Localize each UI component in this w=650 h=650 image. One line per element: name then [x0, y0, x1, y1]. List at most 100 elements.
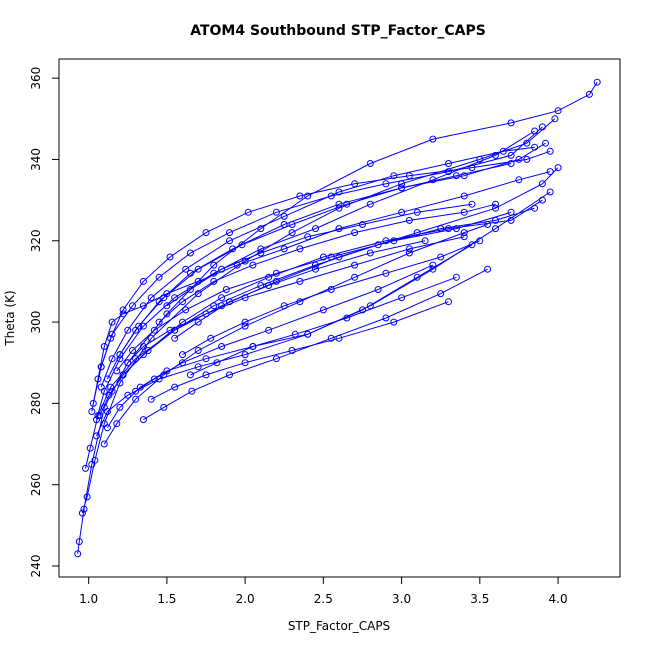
series-line — [158, 203, 496, 323]
data-point — [188, 387, 196, 395]
x-tick-label: 1.0 — [79, 592, 98, 606]
data-point — [492, 151, 499, 159]
data-point — [171, 334, 179, 342]
data-point — [390, 237, 398, 245]
data-point — [507, 119, 515, 127]
data-point — [97, 383, 105, 391]
data-point — [139, 351, 147, 359]
data-point — [155, 298, 163, 306]
data-point — [390, 318, 398, 326]
data-point — [166, 326, 174, 334]
data-point — [272, 269, 280, 277]
series-line — [96, 130, 535, 420]
data-point — [226, 237, 233, 245]
data-point — [103, 424, 111, 432]
data-point — [194, 363, 202, 371]
data-point — [531, 127, 539, 135]
data-point — [96, 412, 104, 420]
data-point — [296, 277, 304, 285]
series-20 — [163, 200, 476, 310]
y-tick-label: 320 — [29, 229, 43, 252]
data-point — [186, 249, 194, 257]
data-point — [484, 265, 492, 273]
data-point — [129, 302, 136, 310]
data-point — [186, 371, 194, 379]
data-point — [238, 241, 246, 249]
data-point — [241, 318, 249, 326]
data-point — [207, 334, 215, 342]
data-point — [531, 204, 539, 212]
data-point — [343, 200, 351, 208]
data-point — [129, 347, 136, 354]
data-point — [160, 294, 168, 302]
data-point — [182, 265, 190, 273]
data-point — [233, 261, 241, 269]
data-point — [405, 216, 413, 224]
data-point — [226, 298, 233, 306]
data-point — [139, 322, 147, 330]
data-point — [476, 237, 484, 245]
data-point — [515, 155, 523, 163]
data-point — [182, 306, 190, 314]
data-point — [179, 351, 186, 359]
data-point — [288, 229, 296, 237]
series-line — [143, 268, 488, 421]
x-tick-label: 3.0 — [392, 592, 411, 606]
data-point — [119, 306, 127, 314]
data-point — [179, 359, 186, 367]
data-point — [366, 160, 374, 167]
data-point — [226, 229, 233, 237]
data-point — [108, 355, 116, 363]
data-point — [452, 225, 460, 233]
data-point — [351, 261, 359, 269]
data-point — [74, 550, 82, 558]
series-line — [111, 207, 535, 392]
series-23 — [186, 273, 460, 379]
data-point — [272, 208, 280, 216]
data-point — [398, 184, 406, 192]
data-point — [147, 395, 155, 403]
data-point — [291, 330, 299, 338]
data-point — [546, 168, 554, 176]
data-point — [445, 225, 452, 233]
data-point — [343, 314, 351, 322]
data-point — [405, 245, 413, 253]
data-point — [210, 269, 218, 277]
data-point — [319, 253, 327, 261]
data-point — [124, 391, 132, 399]
data-point — [249, 343, 257, 350]
data-point — [437, 290, 445, 298]
data-point — [288, 221, 296, 228]
data-point — [103, 375, 111, 383]
data-point — [91, 456, 99, 464]
data-point — [452, 273, 460, 281]
series-line — [103, 224, 488, 445]
data-point — [366, 200, 374, 208]
data-point — [319, 306, 327, 314]
data-point — [429, 135, 437, 143]
y-axis: 240 260 280 300 320 340 360 — [29, 67, 59, 577]
series-19 — [155, 200, 499, 326]
data-point — [244, 208, 252, 216]
data-point — [218, 294, 226, 302]
data-point — [119, 371, 127, 379]
data-point — [280, 212, 288, 220]
data-point — [554, 107, 562, 115]
data-point — [421, 237, 429, 245]
series-13 — [113, 208, 515, 375]
data-point — [413, 229, 421, 237]
data-point — [78, 509, 86, 517]
series-25 — [103, 160, 515, 383]
x-axis: 1.0 1.5 2.0 2.5 3.0 3.5 4.0 — [79, 577, 568, 606]
data-point — [296, 245, 304, 253]
data-point — [445, 298, 452, 306]
data-point — [554, 164, 562, 172]
data-point — [374, 286, 382, 293]
data-point — [202, 355, 210, 363]
data-point — [113, 367, 121, 375]
data-point — [304, 330, 312, 338]
x-tick-label: 1.5 — [157, 592, 176, 606]
data-point — [327, 253, 335, 261]
data-point — [551, 115, 559, 123]
